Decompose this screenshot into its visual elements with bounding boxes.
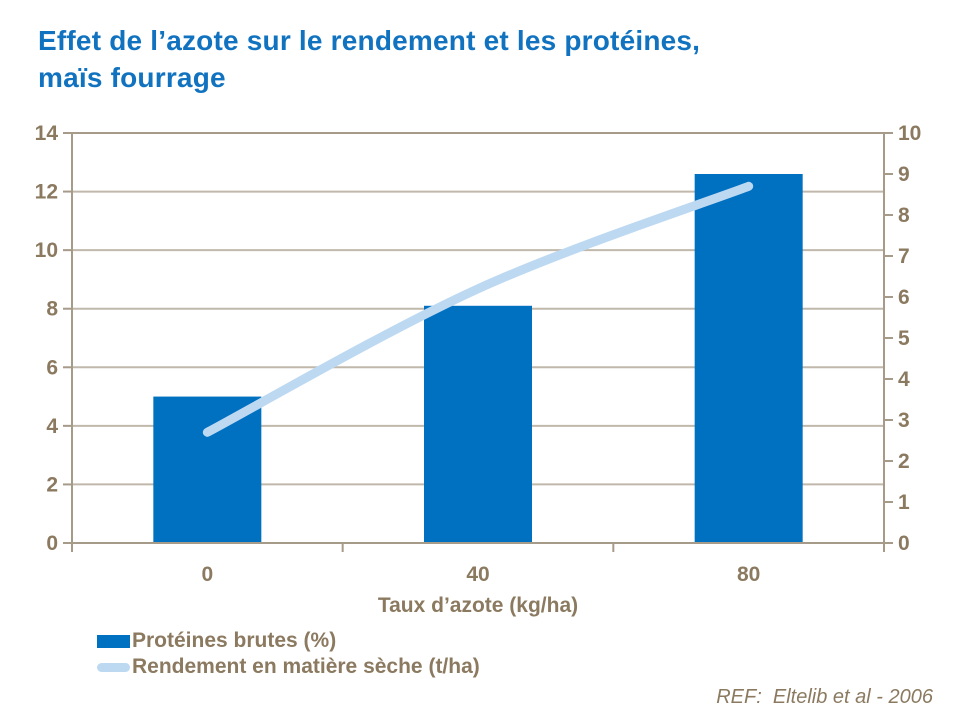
- bar-category-40: [424, 305, 532, 543]
- bar-category-80: [694, 174, 803, 543]
- legend-label-rendement: Rendement en matière sèche (t/ha): [132, 655, 480, 678]
- rendement-line-series: [202, 181, 754, 437]
- left-axis-tick-label: 12: [35, 181, 58, 204]
- right-axis-tick-label: 5: [898, 327, 910, 350]
- right-axis-tick-label: 4: [898, 368, 910, 391]
- left-axis-tick-label: 6: [46, 356, 58, 379]
- x-axis-category-label: 0: [201, 563, 213, 586]
- x-axis-category-label: 40: [466, 563, 489, 586]
- chart-legend: Protéines brutes (%) Rendement en matièr…: [97, 628, 480, 680]
- left-axis-tick-label: 4: [46, 415, 58, 438]
- bar-series-swatch-icon: [97, 634, 130, 648]
- legend-item-proteines-brutes: Protéines brutes (%): [97, 628, 480, 654]
- left-axis-tick-label: 8: [46, 298, 58, 321]
- left-axis-tick-label: 14: [35, 122, 59, 145]
- right-axis-tick-label: 10: [898, 122, 921, 145]
- right-axis-tick-label: 2: [898, 450, 910, 473]
- chart-title: Effet de l’azote sur le rendement et les…: [38, 25, 701, 93]
- right-axis-tick-label: 0: [898, 532, 910, 555]
- x-axis-title: Taux d’azote (kg/ha): [378, 594, 578, 617]
- x-axis-category-label: 80: [737, 563, 760, 586]
- legend-item-rendement: Rendement en matière sèche (t/ha): [97, 654, 480, 680]
- right-axis-tick-label: 3: [898, 409, 910, 432]
- left-axis-tick-label: 0: [46, 532, 58, 555]
- legend-label-proteines: Protéines brutes (%): [132, 629, 337, 652]
- line-series-swatch-icon: [97, 662, 130, 672]
- left-axis-tick-label: 10: [35, 239, 58, 262]
- right-axis-tick-label: 7: [898, 245, 910, 268]
- right-axis-tick-label: 9: [898, 163, 910, 186]
- right-axis-tick-label: 6: [898, 286, 910, 309]
- reference-citation: REF: Eltelib et al - 2006: [716, 686, 933, 708]
- left-axis-tick-label: 2: [46, 473, 58, 496]
- right-axis-tick-label: 1: [898, 491, 910, 514]
- bar-category-0: [153, 396, 262, 543]
- right-axis-tick-label: 8: [898, 204, 910, 227]
